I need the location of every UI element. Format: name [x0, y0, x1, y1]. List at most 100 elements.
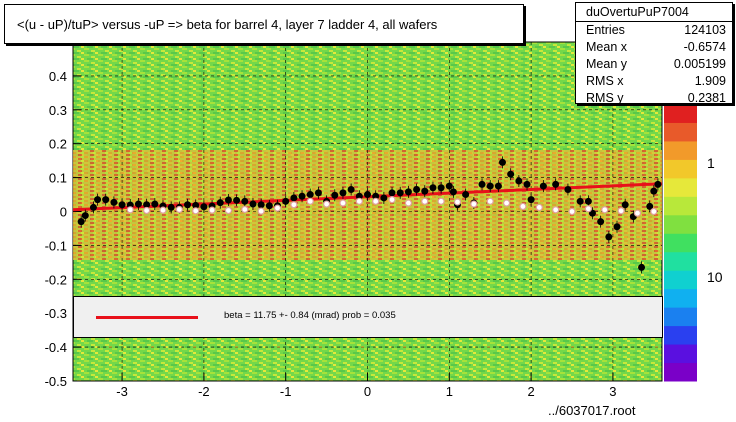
data-point: [486, 182, 494, 190]
profile-marker: [290, 201, 298, 209]
y-tick-label: 0.2: [49, 137, 67, 152]
x-tick-label: -1: [280, 384, 292, 399]
profile-marker: [208, 206, 216, 214]
profile-marker: [650, 207, 658, 216]
data-point: [646, 202, 654, 210]
stats-row: Mean y 0.005199: [576, 56, 732, 73]
x-tick-label: 1: [446, 384, 453, 399]
stats-key: Mean y: [586, 57, 627, 71]
color-palette: [664, 104, 697, 382]
y-tick-label: 0.3: [49, 103, 67, 118]
profile-marker: [584, 205, 592, 213]
stats-key: RMS x: [586, 74, 624, 88]
plot-title-box: <(u - uP)/tuP> versus -uP => beta for ba…: [4, 4, 524, 44]
legend-label: beta = 11.75 +- 0.84 (mrad) prob = 0.035: [224, 310, 396, 321]
profile-marker: [355, 197, 363, 205]
data-point: [192, 201, 200, 209]
data-point: [265, 202, 273, 210]
stats-key: Mean x: [586, 40, 627, 54]
profile-marker: [143, 206, 151, 215]
data-point: [564, 185, 572, 193]
data-point: [478, 180, 486, 188]
y-tick-label: -0.4: [45, 340, 67, 355]
data-point: [613, 223, 621, 231]
data-point: [89, 203, 97, 211]
y-tick-label: 0.4: [49, 69, 67, 84]
stats-value: 124103: [684, 23, 726, 37]
data-point: [449, 188, 457, 196]
profile-marker: [486, 197, 494, 205]
data-point: [364, 191, 371, 199]
profile-marker: [257, 207, 265, 215]
profile-marker: [192, 207, 200, 215]
legend-line-swatch: [96, 316, 198, 319]
x-tick-label: -2: [198, 384, 210, 399]
y-axis-ticks: -0.5 -0.4 -0.3 -0.2 -0.1 0 0.1 0.2 0.3 0.4: [45, 69, 81, 389]
profile-marker: [273, 204, 282, 212]
profile-marker: [322, 200, 331, 208]
data-point: [515, 177, 523, 185]
palette-swatch: [664, 196, 697, 216]
profile-marker: [519, 202, 527, 211]
data-point: [507, 170, 515, 178]
profile-marker: [502, 199, 511, 207]
z-axis-labels: 1 10: [707, 155, 723, 285]
data-point: [200, 203, 208, 211]
data-point: [462, 191, 470, 199]
data-point: [77, 218, 85, 226]
data-point: [249, 200, 257, 208]
profile-marker: [126, 206, 134, 214]
data-point: [110, 198, 118, 206]
stats-row: RMS x 1.909: [576, 73, 732, 90]
data-point: [523, 180, 531, 188]
z-axis-label: 1: [707, 155, 715, 171]
data-points: [77, 156, 662, 274]
profile-marker: [437, 197, 445, 205]
data-point: [527, 196, 535, 204]
palette-swatch: [664, 288, 697, 308]
data-point: [94, 196, 102, 204]
x-tick-label: 0: [364, 384, 371, 399]
profile-marker: [601, 206, 609, 214]
y-tick-label: -0.5: [45, 374, 67, 389]
data-point: [429, 184, 437, 192]
data-point: [605, 233, 613, 241]
data-point: [184, 201, 192, 209]
profile-marker: [372, 197, 380, 205]
data-point: [552, 180, 560, 188]
data-point: [638, 263, 646, 271]
data-point: [621, 201, 629, 209]
data-point: [597, 218, 605, 226]
palette-swatch: [664, 104, 697, 123]
data-point: [413, 185, 421, 193]
stats-row: RMS y 0.2381: [576, 90, 732, 107]
data-point: [224, 196, 232, 204]
profile-marker: [633, 209, 642, 217]
data-point: [151, 200, 159, 208]
profile-marker: [470, 200, 478, 208]
stats-value: 0.2381: [687, 91, 726, 105]
data-point: [498, 158, 506, 166]
palette-swatch: [664, 307, 697, 327]
palette-swatch: [664, 177, 697, 197]
palette-swatch: [664, 344, 697, 364]
profile-marker: [453, 198, 462, 206]
palette-swatch: [664, 270, 697, 290]
x-tick-label: 3: [609, 384, 616, 399]
y-tick-label: 0.1: [49, 171, 67, 186]
z-axis-label: 10: [707, 269, 723, 285]
stats-name: duOvertuPuP7004: [576, 3, 732, 22]
palette-swatch: [664, 251, 697, 271]
data-point: [650, 187, 658, 195]
stats-box: duOvertuPuP7004 Entries 124103 Mean x -0.6…: [575, 2, 733, 107]
data-point: [290, 194, 298, 202]
data-point: [539, 182, 547, 190]
plot-title: <(u - uP)/tuP> versus -uP => beta for ba…: [17, 17, 438, 32]
profile-marker: [339, 199, 347, 207]
palette-swatch: [664, 159, 697, 179]
palette-swatch: [664, 325, 697, 345]
profile-marker: [617, 207, 625, 215]
profile-marker: [552, 206, 560, 214]
data-point: [102, 196, 110, 204]
